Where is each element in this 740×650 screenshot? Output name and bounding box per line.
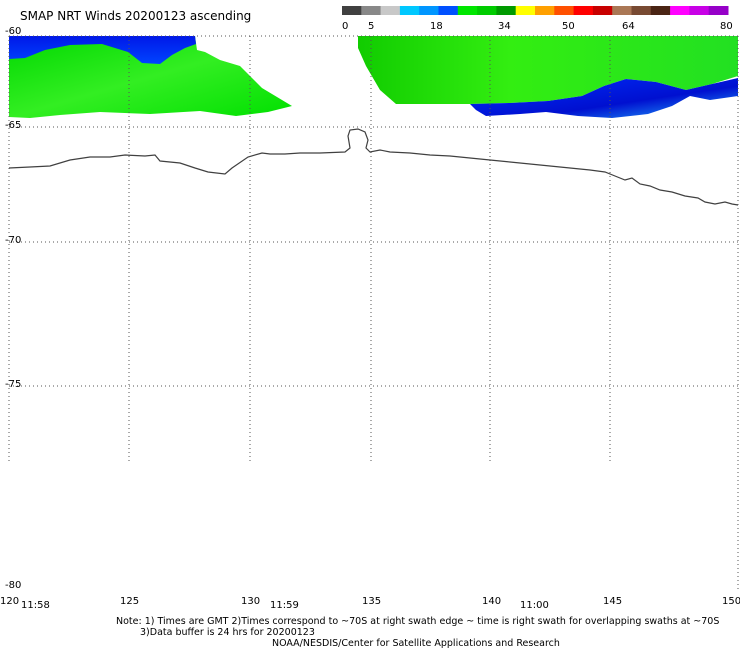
colorbar-segment xyxy=(592,6,613,15)
lat-label: -65 xyxy=(5,120,22,131)
left-swath xyxy=(9,36,292,118)
lon-label: 130 xyxy=(241,596,261,607)
colorbar-segment xyxy=(573,6,594,15)
colorbar-segment xyxy=(708,6,729,15)
colorbar-segment xyxy=(670,6,690,15)
colorbar-tick-label: 80 xyxy=(720,21,733,32)
lat-label: -75 xyxy=(5,379,22,390)
colorbar-segment xyxy=(419,6,439,15)
colorbar-tick-label: 18 xyxy=(430,21,443,32)
colorbar-segment xyxy=(457,6,478,15)
colorbar-segment xyxy=(631,6,652,15)
colorbar-segment xyxy=(515,6,536,15)
antarctic-coastline xyxy=(8,128,739,206)
colorbar-segment xyxy=(342,6,362,15)
colorbar-segment xyxy=(650,6,671,15)
colorbar-tick-label: 5 xyxy=(368,21,374,32)
lon-label: 145 xyxy=(603,596,623,607)
colorbar-segment xyxy=(535,6,555,15)
colorbar-segment xyxy=(689,6,710,15)
colorbar-tick-label: 34 xyxy=(498,21,511,32)
colorbar-segment xyxy=(438,6,459,15)
lon-label: 150 xyxy=(722,596,740,607)
right-swath xyxy=(358,36,738,118)
colorbar-segment xyxy=(554,6,575,15)
colorbar-tick-label: 64 xyxy=(622,21,635,32)
lon-label: 135 xyxy=(362,596,382,607)
colorbar-segment xyxy=(477,6,497,15)
lat-label: -70 xyxy=(5,235,22,246)
note-line-3: NOAA/NESDIS/Center for Satellite Applica… xyxy=(272,638,560,649)
grid-lines xyxy=(8,35,739,590)
note-line-1: Note: 1) Times are GMT 2)Times correspon… xyxy=(116,616,720,627)
lat-label: -80 xyxy=(5,580,22,591)
page-title: SMAP NRT Winds 20200123 ascending xyxy=(20,9,252,23)
colorbar-segment xyxy=(496,6,517,15)
time-label: 11:59 xyxy=(270,600,299,611)
colorbar-tick-label: 50 xyxy=(562,21,575,32)
colorbar-segment xyxy=(612,6,632,15)
time-label: 11:00 xyxy=(520,600,549,611)
lon-label: 125 xyxy=(120,596,140,607)
note-line-2: 3)Data buffer is 24 hrs for 20200123 xyxy=(140,627,315,638)
colorbar-tick-label: 0 xyxy=(342,21,348,32)
time-label: 11:58 xyxy=(21,600,50,611)
lat-label: -60 xyxy=(5,26,22,37)
colorbar: 0 5 18 34 50 64 80 xyxy=(342,6,733,32)
lon-label: 140 xyxy=(482,596,502,607)
colorbar-segment xyxy=(399,6,420,15)
colorbar-segment xyxy=(380,6,401,15)
lon-label: 120 xyxy=(0,596,20,607)
colorbar-segment xyxy=(361,6,382,15)
